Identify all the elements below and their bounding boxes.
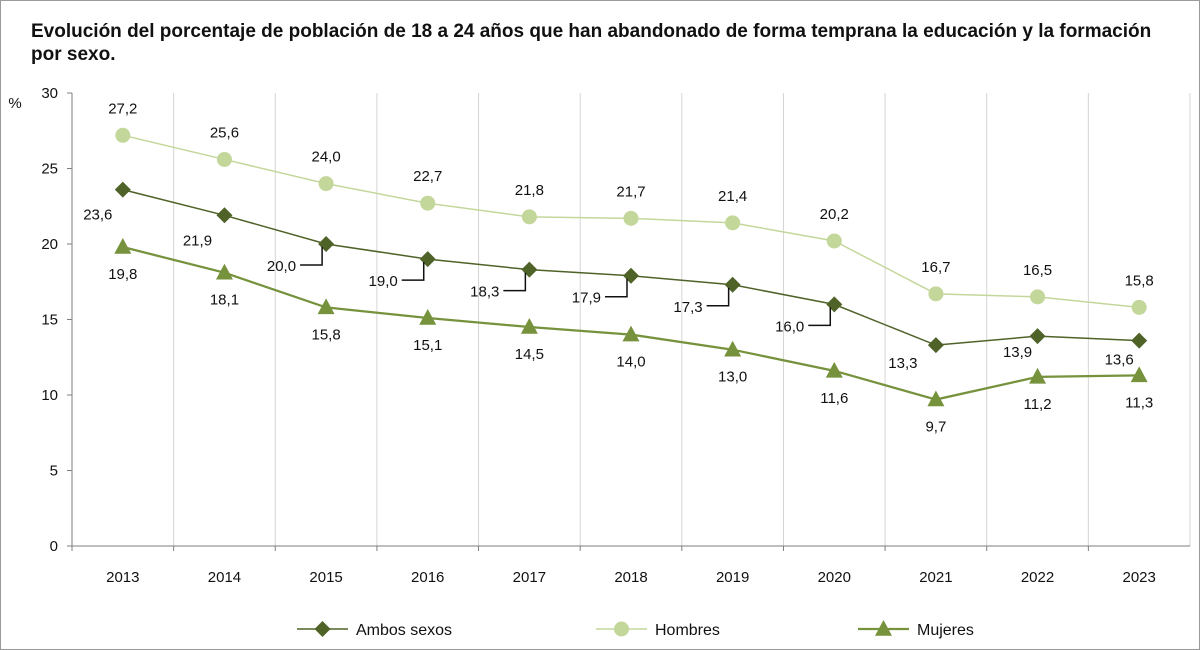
data-label: 16,7 <box>921 259 950 276</box>
y-tick-label: 25 <box>41 161 58 178</box>
y-unit-label: % <box>8 95 21 112</box>
data-label: 21,7 <box>616 183 645 200</box>
x-tick-label: 2020 <box>818 569 851 586</box>
y-tick-label: 15 <box>41 312 58 329</box>
legend-label: Ambos sexos <box>356 622 452 639</box>
y-tick-label: 20 <box>41 236 58 253</box>
x-tick-label: 2013 <box>106 569 139 586</box>
x-tick-label: 2014 <box>208 569 241 586</box>
x-tick-label: 2017 <box>513 569 546 586</box>
x-tick-label: 2022 <box>1021 569 1054 586</box>
data-point-diamond <box>1131 332 1148 349</box>
data-point-triangle <box>520 318 538 334</box>
data-label: 21,8 <box>515 182 544 199</box>
y-tick-label: 0 <box>50 538 58 555</box>
data-point-triangle <box>927 390 945 407</box>
data-label: 27,2 <box>108 100 137 117</box>
data-point-circle <box>420 195 436 211</box>
data-point-triangle <box>114 238 132 254</box>
x-tick-label: 2023 <box>1122 569 1155 586</box>
data-label-leader <box>503 272 527 292</box>
data-label: 24,0 <box>311 149 340 166</box>
data-point-circle <box>1030 289 1046 305</box>
legend-label: Mujeres <box>917 622 974 639</box>
data-point-circle <box>1131 299 1147 315</box>
data-label: 13,9 <box>1003 344 1032 361</box>
data-label: 14,0 <box>616 354 645 371</box>
chart-title: Evolución del porcentaje de población de… <box>31 21 1152 65</box>
data-point-circle <box>725 215 741 231</box>
data-point-diamond <box>216 207 233 224</box>
legend-marker-circle <box>614 621 629 637</box>
data-point-triangle <box>825 361 843 378</box>
data-label: 15,8 <box>311 326 340 343</box>
data-label: 18,1 <box>210 292 239 309</box>
data-label: 22,7 <box>413 168 442 185</box>
x-tick-label: 2021 <box>919 569 952 586</box>
data-label: 13,6 <box>1105 352 1134 369</box>
y-tick-label: 10 <box>41 387 58 404</box>
data-point-circle <box>318 176 334 192</box>
data-point-circle <box>521 209 537 225</box>
data-label: 15,1 <box>413 337 442 354</box>
data-label: 17,3 <box>673 299 702 316</box>
x-tick-label: 2015 <box>309 569 342 586</box>
data-point-diamond <box>1029 328 1046 345</box>
data-label-leader <box>605 278 628 298</box>
y-tick-label: 5 <box>50 463 58 480</box>
data-label-leader <box>401 262 425 281</box>
data-label: 16,0 <box>775 318 804 335</box>
data-label: 18,3 <box>470 284 499 301</box>
data-point-triangle <box>419 308 437 325</box>
data-label: 21,4 <box>718 188 747 205</box>
data-point-diamond <box>927 337 944 354</box>
legend-marker-diamond <box>314 621 331 637</box>
data-point-triangle <box>724 340 742 357</box>
legend-marker-triangle <box>875 620 892 636</box>
y-tick-label: 30 <box>41 85 58 102</box>
data-point-diamond <box>826 296 843 313</box>
x-tick-label: 2018 <box>614 569 647 586</box>
data-label: 17,9 <box>572 290 601 307</box>
data-point-diamond <box>318 236 335 252</box>
x-tick-label: 2019 <box>716 569 749 586</box>
data-label-leader <box>300 247 323 266</box>
data-label: 13,0 <box>718 369 747 386</box>
data-label: 11,3 <box>1125 394 1153 411</box>
x-tick-label: 2016 <box>411 569 444 586</box>
data-label: 14,5 <box>515 346 544 363</box>
data-point-circle <box>216 151 232 167</box>
data-label: 23,6 <box>83 207 112 224</box>
data-label: 15,8 <box>1125 272 1154 289</box>
legend-label: Hombres <box>655 622 720 639</box>
data-label-leader <box>706 287 730 307</box>
data-label: 11,2 <box>1023 396 1051 413</box>
data-label: 19,8 <box>108 266 137 283</box>
data-label: 16,5 <box>1023 262 1052 279</box>
data-point-triangle <box>1130 366 1148 383</box>
data-point-triangle <box>1029 367 1047 384</box>
data-label: 25,6 <box>210 124 239 141</box>
data-point-triangle <box>215 263 233 280</box>
data-point-circle <box>928 286 944 302</box>
data-point-circle <box>623 210 639 226</box>
data-point-diamond <box>114 181 131 198</box>
data-label-leader <box>808 307 832 327</box>
data-point-triangle <box>317 298 335 315</box>
data-point-diamond <box>724 276 741 293</box>
data-point-circle <box>826 233 842 249</box>
data-label: 20,2 <box>820 206 849 223</box>
data-label: 20,0 <box>267 258 296 275</box>
data-point-diamond <box>419 251 436 268</box>
data-point-triangle <box>622 325 640 342</box>
data-point-circle <box>115 127 131 143</box>
data-point-diamond <box>623 267 639 284</box>
data-label: 9,7 <box>925 419 946 436</box>
data-label: 13,3 <box>888 355 917 372</box>
data-label: 19,0 <box>369 273 398 290</box>
data-label: 11,6 <box>820 390 848 407</box>
data-label: 21,9 <box>183 232 212 249</box>
data-point-diamond <box>521 261 538 278</box>
